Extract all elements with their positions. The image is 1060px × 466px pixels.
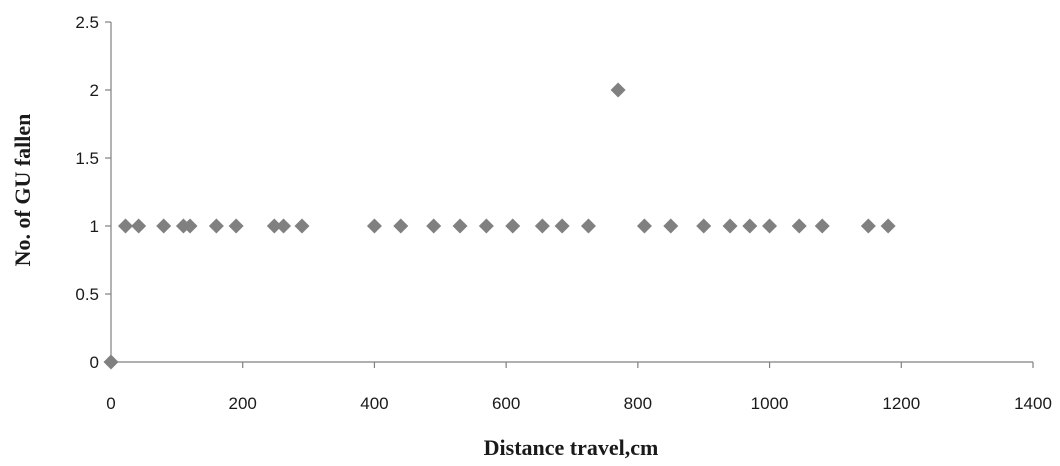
data-point	[792, 219, 807, 234]
data-point	[367, 219, 382, 234]
data-point	[131, 219, 146, 234]
y-tick-label: 1.5	[75, 149, 99, 168]
x-tick-label: 1400	[1014, 394, 1052, 413]
data-points	[104, 83, 896, 370]
x-tick-label: 0	[106, 394, 115, 413]
y-tick-label: 0.5	[75, 285, 99, 304]
data-point	[156, 219, 171, 234]
data-point	[881, 219, 896, 234]
data-point	[393, 219, 408, 234]
x-tick-label: 1000	[751, 394, 789, 413]
x-tick-label: 1200	[882, 394, 920, 413]
y-axis-title: No. of GU fallen	[10, 114, 35, 267]
data-point	[479, 219, 494, 234]
y-tick-label: 2.5	[75, 13, 99, 32]
data-point	[762, 219, 777, 234]
x-tick-label: 400	[360, 394, 388, 413]
x-tick-label: 200	[229, 394, 257, 413]
x-tick-label: 800	[624, 394, 652, 413]
data-point	[118, 219, 133, 234]
data-point	[611, 83, 626, 98]
data-point	[453, 219, 468, 234]
y-ticks: 0 0.5 1 1.5 2 2.5	[75, 13, 111, 372]
data-point	[229, 219, 244, 234]
data-point	[815, 219, 830, 234]
x-ticks: 0 200 400 600 800 1000 1200 1400	[106, 362, 1052, 413]
data-point	[505, 219, 520, 234]
data-point	[426, 219, 441, 234]
data-point	[276, 219, 291, 234]
data-point	[723, 219, 738, 234]
data-point	[742, 219, 757, 234]
data-point	[294, 219, 309, 234]
x-tick-label: 600	[492, 394, 520, 413]
data-point	[555, 219, 570, 234]
y-tick-label: 2	[90, 81, 99, 100]
data-point	[663, 219, 678, 234]
data-point	[535, 219, 550, 234]
data-point	[104, 355, 119, 370]
y-tick-label: 1	[90, 217, 99, 236]
x-axis-title: Distance travel,cm	[484, 435, 659, 460]
data-point	[696, 219, 711, 234]
y-tick-label: 0	[90, 353, 99, 372]
data-point	[637, 219, 652, 234]
data-point	[861, 219, 876, 234]
axes	[111, 22, 1033, 362]
data-point	[209, 219, 224, 234]
data-point	[581, 219, 596, 234]
